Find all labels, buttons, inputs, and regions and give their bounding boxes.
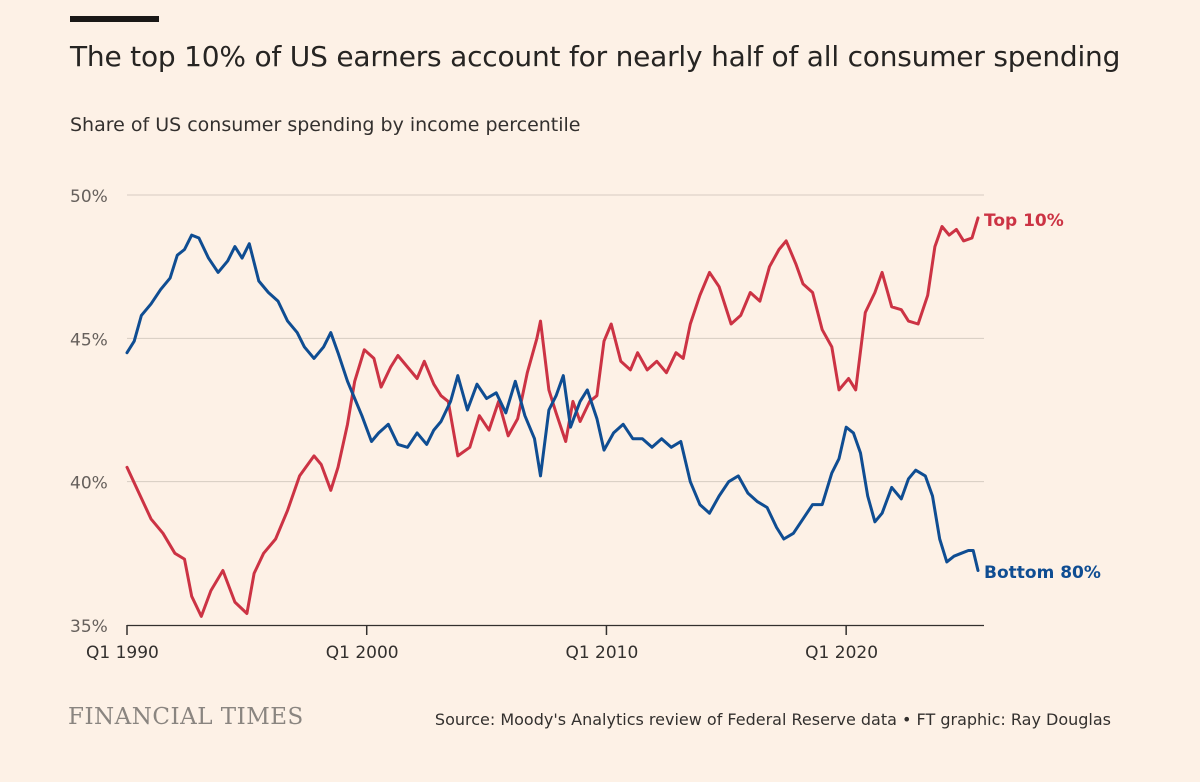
y-tick-label: 35% xyxy=(70,617,108,637)
series-line-bottom-80 xyxy=(125,233,980,572)
gridlines xyxy=(127,194,984,483)
series-label-top-10: Top 10% xyxy=(984,211,1064,231)
line-chart: 35% 40% 45% 50% Q1 1990 Q1 2000 Q1 2010 Q1 202… xyxy=(70,187,1101,663)
y-tick-label: 45% xyxy=(70,330,108,350)
x-tick-label: Q1 1990 xyxy=(86,643,159,663)
y-axis: 35% 40% 45% 50% xyxy=(70,187,108,637)
x-tick-label: Q1 2000 xyxy=(326,643,399,663)
financial-times-logo: FINANCIAL TIMES xyxy=(68,704,304,730)
source-note: Source: Moody's Analytics review of Fede… xyxy=(434,710,1111,729)
x-axis: Q1 1990 Q1 2000 Q1 2010 Q1 2020 xyxy=(86,624,984,663)
y-tick-label: 40% xyxy=(70,474,108,494)
y-tick-label: 50% xyxy=(70,187,108,207)
series-labels: Top 10% Bottom 80% xyxy=(984,211,1101,583)
x-tick-label: Q1 2020 xyxy=(805,643,878,663)
title-accent-rule xyxy=(70,16,159,22)
chart-subtitle: Share of US consumer spending by income … xyxy=(70,114,581,136)
series-lines xyxy=(125,216,980,618)
chart-title: The top 10% of US earners account for ne… xyxy=(70,40,1121,73)
x-tick-label: Q1 2010 xyxy=(565,643,638,663)
series-label-bottom-80: Bottom 80% xyxy=(984,563,1101,583)
series-line-top-10 xyxy=(125,216,980,618)
